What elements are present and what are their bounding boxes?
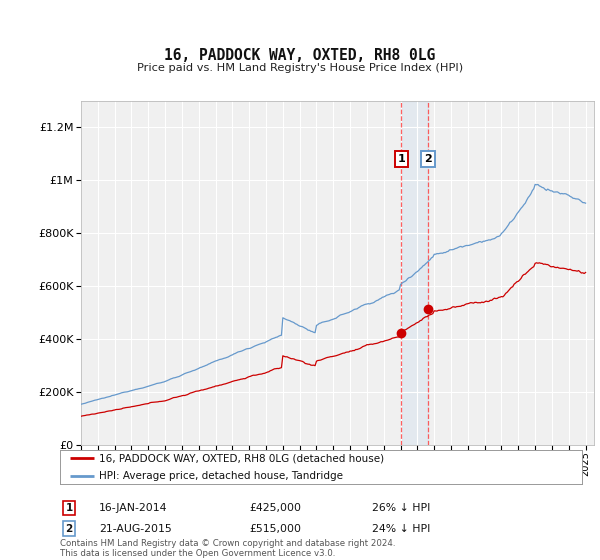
Text: 1: 1 [397,154,405,164]
Text: £425,000: £425,000 [249,503,301,513]
Text: 21-AUG-2015: 21-AUG-2015 [99,524,172,534]
Text: Contains HM Land Registry data © Crown copyright and database right 2024.: Contains HM Land Registry data © Crown c… [60,539,395,548]
Text: 16, PADDOCK WAY, OXTED, RH8 0LG: 16, PADDOCK WAY, OXTED, RH8 0LG [164,49,436,63]
Text: 2: 2 [424,154,432,164]
Text: HPI: Average price, detached house, Tandridge: HPI: Average price, detached house, Tand… [99,471,343,480]
Text: 16, PADDOCK WAY, OXTED, RH8 0LG (detached house): 16, PADDOCK WAY, OXTED, RH8 0LG (detache… [99,454,384,463]
Text: £515,000: £515,000 [249,524,301,534]
Text: This data is licensed under the Open Government Licence v3.0.: This data is licensed under the Open Gov… [60,549,335,558]
Text: 24% ↓ HPI: 24% ↓ HPI [372,524,430,534]
Text: 2: 2 [65,524,73,534]
Text: 26% ↓ HPI: 26% ↓ HPI [372,503,430,513]
Text: 1: 1 [65,503,73,513]
Text: Price paid vs. HM Land Registry's House Price Index (HPI): Price paid vs. HM Land Registry's House … [137,63,463,73]
Text: 16-JAN-2014: 16-JAN-2014 [99,503,167,513]
Bar [401,101,428,445]
